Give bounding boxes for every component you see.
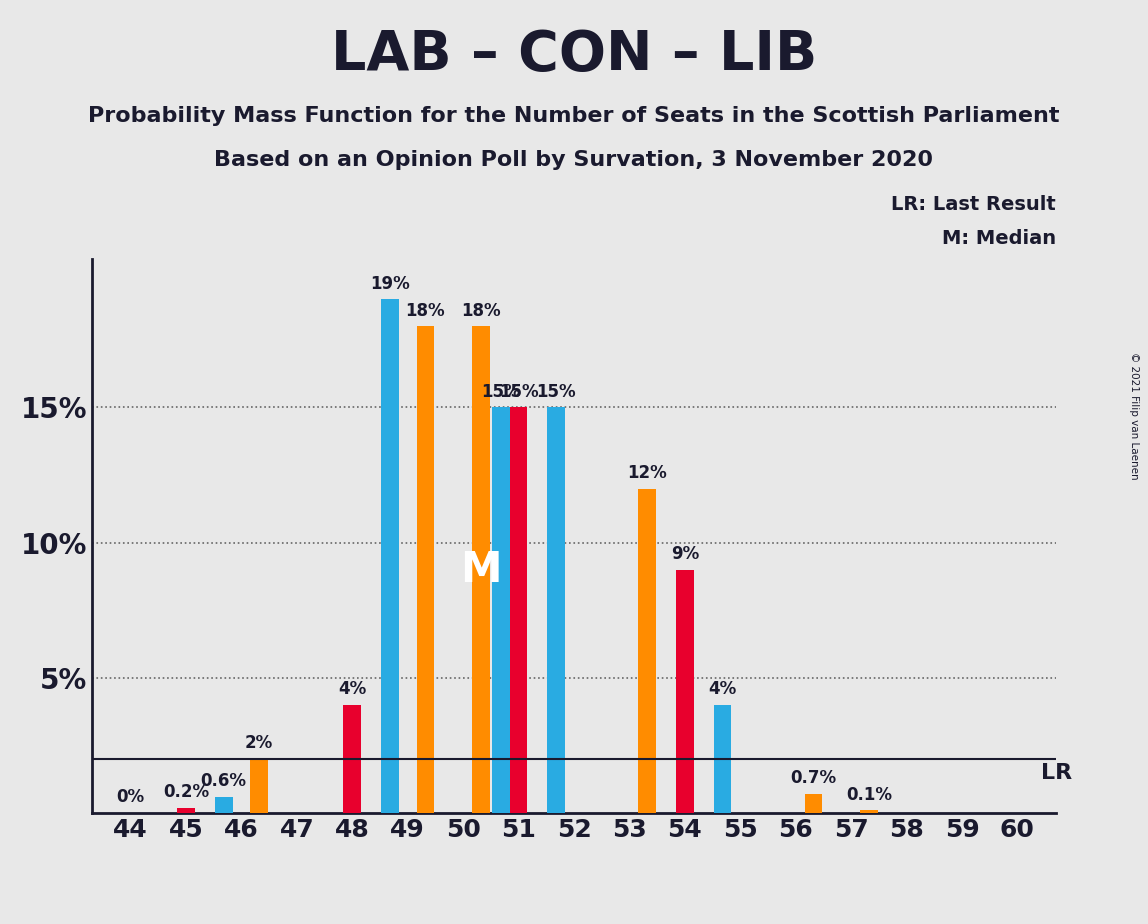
Text: Based on an Opinion Poll by Survation, 3 November 2020: Based on an Opinion Poll by Survation, 3…: [215, 150, 933, 170]
Bar: [492, 407, 510, 813]
Text: M: Median: M: Median: [943, 228, 1056, 248]
Bar: [472, 326, 490, 813]
Text: 15%: 15%: [536, 383, 576, 401]
Text: 12%: 12%: [627, 464, 667, 481]
Text: LAB – CON – LIB: LAB – CON – LIB: [331, 28, 817, 81]
Text: 0%: 0%: [117, 788, 145, 807]
Text: 19%: 19%: [370, 274, 410, 293]
Text: 15%: 15%: [498, 383, 538, 401]
Text: 9%: 9%: [670, 545, 699, 563]
Text: LR: LR: [1040, 763, 1072, 783]
Bar: [343, 705, 362, 813]
Bar: [215, 796, 233, 813]
Bar: [250, 759, 269, 813]
Text: 18%: 18%: [461, 301, 501, 320]
Text: 0.1%: 0.1%: [846, 785, 892, 804]
Text: © 2021 Filip van Laenen: © 2021 Filip van Laenen: [1130, 352, 1139, 480]
Text: 0.6%: 0.6%: [201, 772, 247, 790]
Text: 4%: 4%: [339, 680, 366, 699]
Bar: [510, 407, 527, 813]
Text: 0.7%: 0.7%: [790, 770, 837, 787]
Text: 0.2%: 0.2%: [163, 783, 209, 801]
Text: 2%: 2%: [245, 735, 273, 752]
Text: LR: Last Result: LR: Last Result: [891, 195, 1056, 214]
Bar: [860, 810, 878, 813]
Bar: [417, 326, 434, 813]
Bar: [381, 299, 398, 813]
Text: 18%: 18%: [405, 301, 445, 320]
Text: 15%: 15%: [481, 383, 521, 401]
Bar: [177, 808, 195, 813]
Text: 4%: 4%: [708, 680, 737, 699]
Bar: [548, 407, 565, 813]
Bar: [676, 570, 693, 813]
Bar: [638, 489, 656, 813]
Bar: [805, 795, 822, 813]
Bar: [714, 705, 731, 813]
Text: Probability Mass Function for the Number of Seats in the Scottish Parliament: Probability Mass Function for the Number…: [88, 106, 1060, 127]
Text: M: M: [460, 549, 502, 590]
